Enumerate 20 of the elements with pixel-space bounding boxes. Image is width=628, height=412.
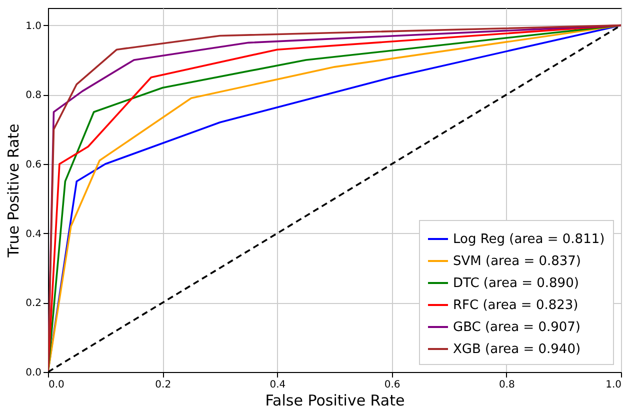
y-tick-label: 0.4 [26,228,42,240]
y-tick-label: 0.8 [26,90,42,102]
legend-label: Log Reg (area = 0.811) [453,232,605,247]
legend-label: GBC (area = 0.907) [453,320,580,335]
x-axis-title: False Positive Rate [265,392,405,410]
y-tick-label: 0.0 [26,368,42,378]
y-tick-label: 1.0 [26,20,42,32]
x-tick-label: 0.8 [498,380,515,390]
x-tick-label: 1.0 [606,380,622,390]
x-tick-label: 0.0 [48,380,64,390]
x-tick-label: 0.4 [270,380,286,390]
y-tick-label: 0.6 [26,160,42,170]
y-axis-title: True Positive Rate [4,124,23,258]
legend-label: XGB (area = 0.940) [453,342,581,357]
legend-label: SVM (area = 0.837) [453,254,582,269]
x-tick-label: 0.6 [384,380,400,390]
x-tick-label: 0.2 [155,380,172,390]
legend-label: RFC (area = 0.823) [453,298,578,313]
legend-label: DTC (area = 0.890) [453,276,579,291]
y-tick-label: 0.2 [26,298,42,310]
